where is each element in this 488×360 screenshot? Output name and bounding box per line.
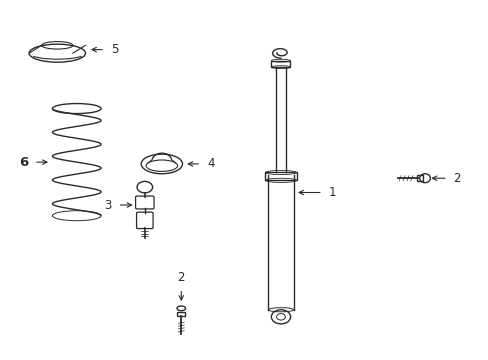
Bar <box>271 61 290 67</box>
Text: 5: 5 <box>111 43 119 56</box>
Text: 4: 4 <box>206 157 214 170</box>
Text: 2: 2 <box>177 271 184 284</box>
Bar <box>177 312 185 316</box>
Text: 1: 1 <box>328 186 336 199</box>
Text: 3: 3 <box>104 198 112 212</box>
Text: 6: 6 <box>19 156 28 168</box>
Text: 2: 2 <box>452 172 459 185</box>
Bar <box>416 175 422 181</box>
Bar <box>265 172 296 180</box>
